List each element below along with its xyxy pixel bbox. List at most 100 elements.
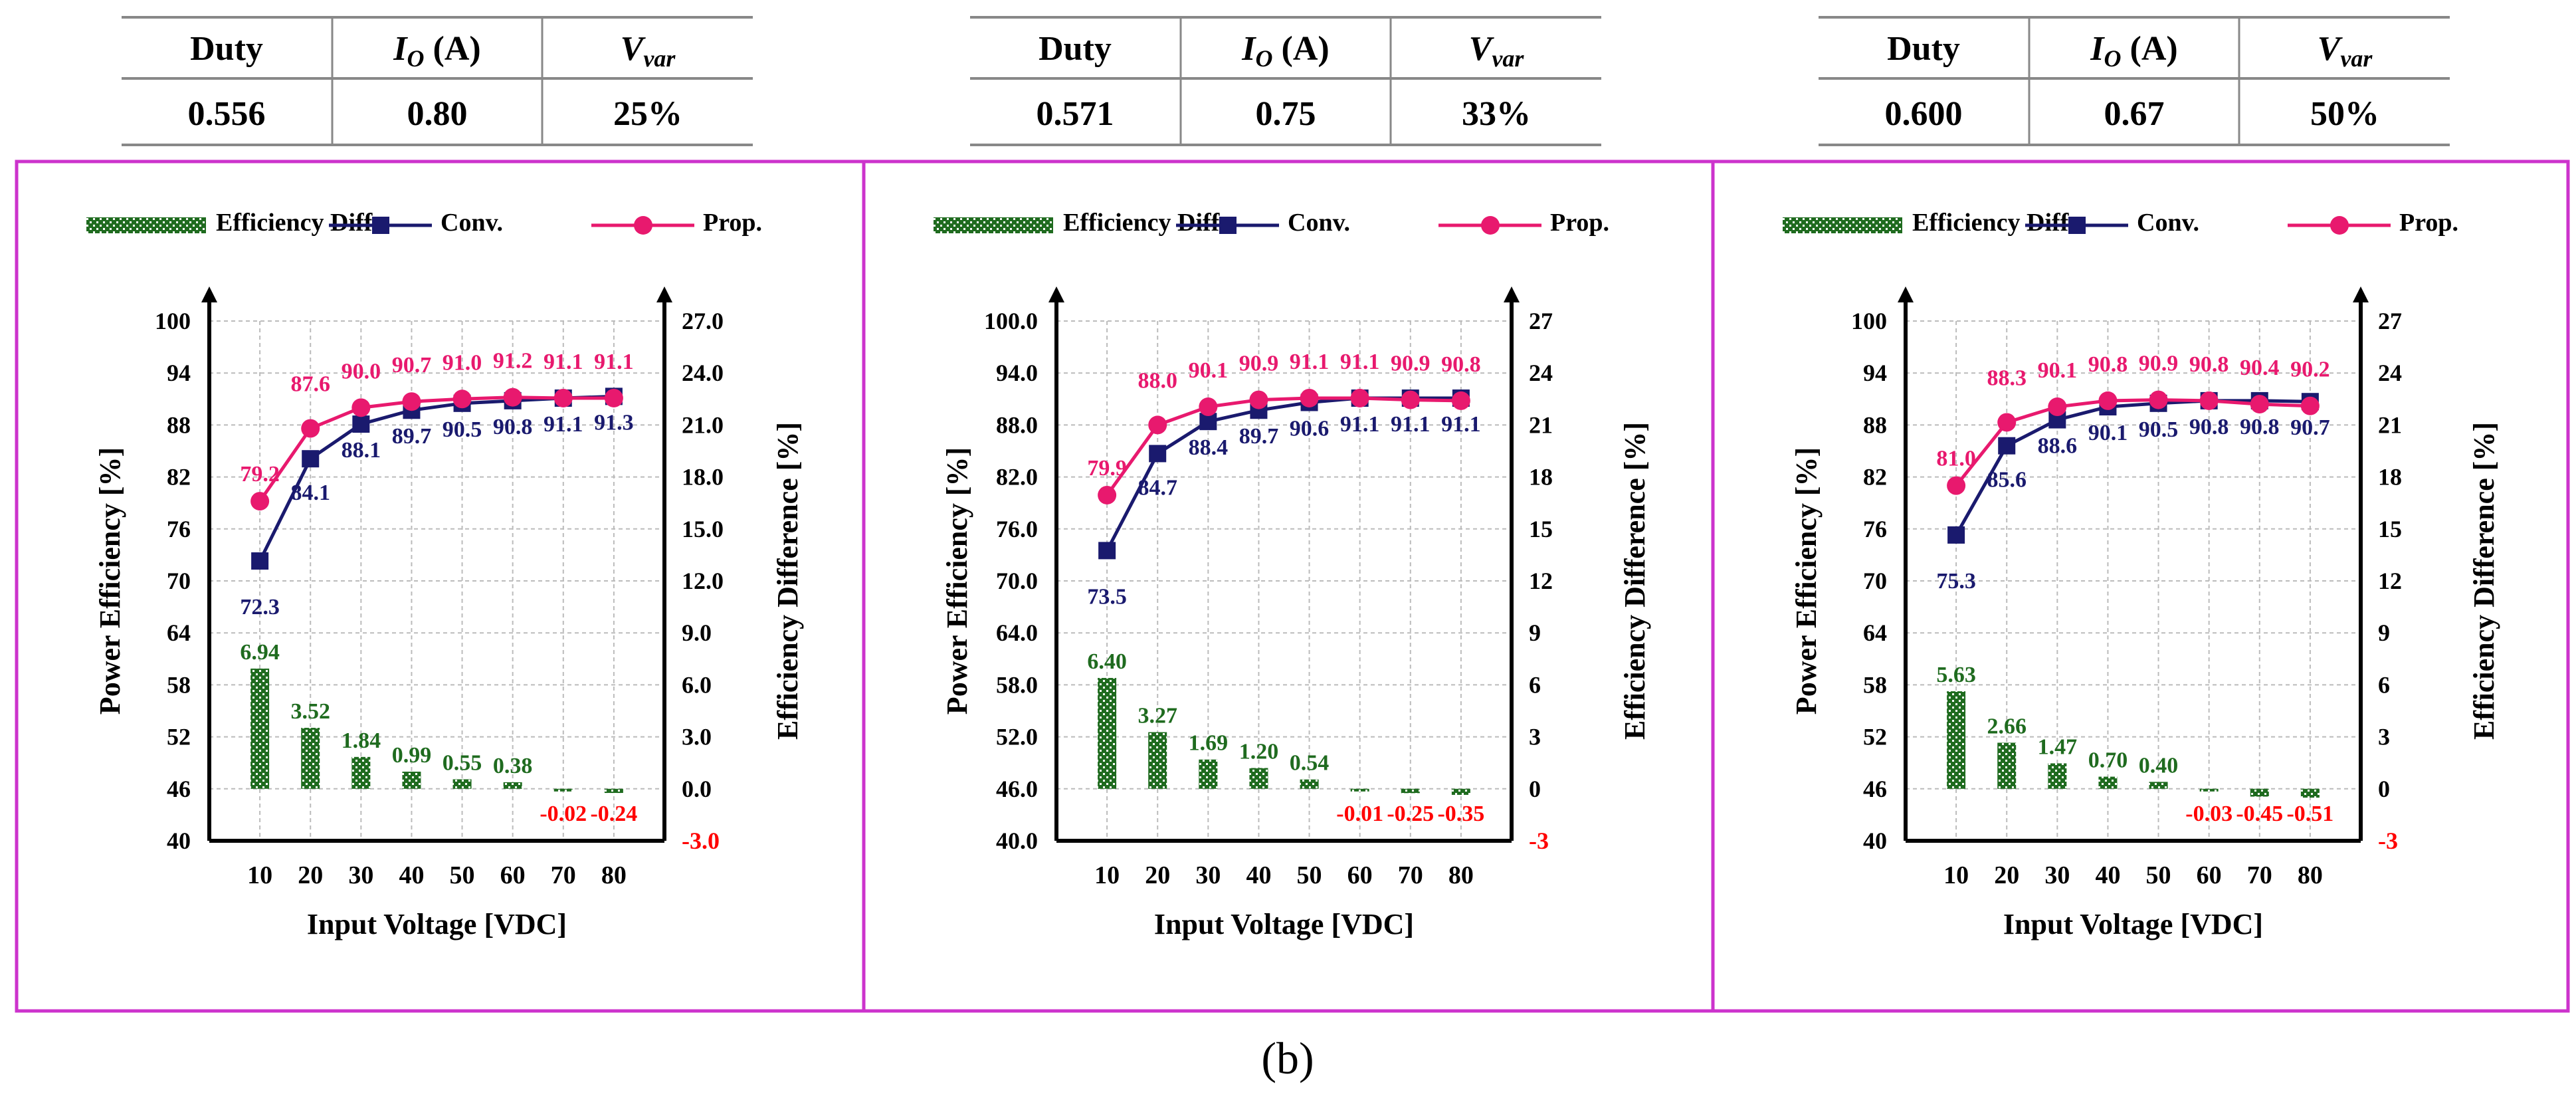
conv-data-label: 89.7 (1239, 424, 1279, 449)
y2-tick-label: 15 (1529, 516, 1553, 542)
y-tick-label: 82 (1863, 464, 1887, 491)
prop-marker (351, 398, 371, 417)
y2-tick-label: 9 (1529, 619, 1541, 646)
y2-tick-label: 21 (1529, 411, 1553, 438)
y2-tick-label: -3.0 (682, 827, 720, 854)
panel-frame (15, 160, 2570, 1013)
prop-data-label: 91.1 (544, 350, 583, 374)
param-table-3: Duty IO (A) Vvar 0.600 0.67 50% (1819, 16, 2450, 146)
x-tick-label: 30 (2044, 861, 2070, 889)
y2-tick-label: 0.0 (682, 776, 712, 802)
diff-bar (1451, 788, 1470, 795)
legend-prop-label: Prop. (703, 209, 762, 237)
y-tick-label: 40 (167, 827, 191, 854)
prop-data-label: 91.1 (1340, 350, 1380, 374)
conv-data-label: 91.1 (1340, 412, 1380, 437)
y-tick-label: 52.0 (996, 724, 1038, 750)
x-tick-label: 80 (601, 861, 627, 889)
prop-data-label: 91.1 (594, 350, 634, 374)
prop-data-label: 91.0 (443, 350, 482, 375)
y-tick-label: 70.0 (996, 568, 1038, 594)
diff-data-label: 5.63 (1936, 663, 1976, 687)
prop-data-label: 90.0 (342, 359, 381, 384)
diff-data-label: 6.94 (240, 640, 280, 665)
prop-data-label: 87.6 (290, 372, 330, 397)
x-tick-label: 30 (1195, 861, 1221, 889)
diff-bar (1148, 732, 1167, 789)
diff-data-label: 2.66 (1987, 714, 2027, 738)
x-tick-label: 60 (500, 861, 526, 889)
y2-tick-label: 21 (2378, 411, 2402, 438)
legend-conv-label: Conv. (2137, 209, 2199, 237)
y-tick-label: 46 (167, 776, 191, 802)
diff-data-label: 3.27 (1138, 704, 1177, 728)
legend-conv-marker (372, 217, 389, 234)
x-tick-label: 40 (399, 861, 424, 889)
diff-data-label: 1.47 (2038, 734, 2078, 759)
prop-data-label: 90.7 (392, 353, 432, 378)
x-tick-label: 10 (1094, 861, 1120, 889)
diff-bar (452, 779, 472, 789)
conv-data-label: 91.1 (1441, 412, 1481, 437)
diff-data-label: 6.40 (1087, 649, 1127, 674)
legend-diff-label: Efficiency Diff. (1912, 209, 2075, 237)
prop-data-label: 90.9 (1391, 352, 1431, 376)
diff-bar (1098, 677, 1117, 789)
table-header-vvar: Vvar (1469, 30, 1525, 72)
prop-marker (1401, 390, 1420, 409)
y-tick-label: 88.0 (996, 411, 1038, 438)
x-tick-label: 20 (1994, 861, 2019, 889)
conv-data-label: 84.7 (1138, 475, 1177, 500)
x-tick-label: 70 (1398, 861, 1423, 889)
diff-bar (2199, 788, 2219, 792)
diff-bar (1401, 788, 1420, 794)
conv-marker (1149, 445, 1167, 463)
prop-marker (1300, 388, 1319, 407)
x-axis-title: Input Voltage [VDC] (1154, 908, 1414, 940)
diff-bar (1249, 768, 1268, 789)
diff-bar (1300, 779, 1319, 789)
y2-tick-label: 27 (2378, 308, 2402, 334)
legend: Efficiency Diff. Conv. Prop. (86, 209, 762, 237)
y2-axis-title: Efficiency Difference [%] (2468, 422, 2500, 740)
diff-data-label: 1.20 (1239, 740, 1279, 764)
y2-tick-label: 9 (2378, 619, 2390, 646)
diff-bar (402, 771, 421, 789)
conv-data-label: 91.3 (594, 410, 634, 435)
y-tick-label: 76 (167, 516, 191, 542)
table-value-vvar: 25% (613, 95, 682, 133)
diff-bar (301, 728, 320, 789)
legend-prop-label: Prop. (2399, 209, 2458, 237)
diff-bar (1997, 742, 2017, 789)
y-tick-label: 52 (167, 724, 191, 750)
conv-marker (1998, 437, 2016, 455)
legend: Efficiency Diff. Conv. Prop. (1783, 209, 2458, 237)
y2-tick-label: 18 (1529, 464, 1553, 491)
prop-marker (2098, 391, 2118, 410)
y-tick-label: 100.0 (984, 308, 1038, 334)
table-header-io: IO (A) (2090, 30, 2177, 72)
y2-tick-label: 12.0 (682, 568, 724, 594)
figure-caption: (b) (1261, 1033, 1314, 1083)
prop-marker (452, 389, 472, 409)
prop-data-label: 90.1 (2038, 358, 2078, 383)
prop-marker (2199, 391, 2219, 410)
legend-conv-label: Conv. (1288, 209, 1350, 237)
prop-data-label: 91.1 (1290, 350, 1330, 374)
x-tick-label: 50 (1297, 861, 1322, 889)
y-tick-label: 64.0 (996, 619, 1038, 646)
prop-data-label: 79.9 (1087, 456, 1127, 481)
table-value-duty: 0.556 (188, 95, 266, 133)
y-axis-title: Power Efficiency [%] (1790, 447, 1823, 715)
legend-diff-label: Efficiency Diff. (216, 209, 379, 237)
x-tick-label: 40 (1246, 861, 1271, 889)
table-header-duty: Duty (1887, 30, 1960, 68)
y2-tick-label: 0 (1529, 776, 1541, 802)
diff-data-label: -0.25 (1387, 802, 1434, 826)
prop-marker (2250, 395, 2269, 414)
x-tick-label: 60 (1347, 861, 1373, 889)
y2-tick-label: 24 (2378, 360, 2402, 386)
y-tick-label: 82.0 (996, 464, 1038, 491)
y-tick-label: 64 (167, 619, 191, 646)
